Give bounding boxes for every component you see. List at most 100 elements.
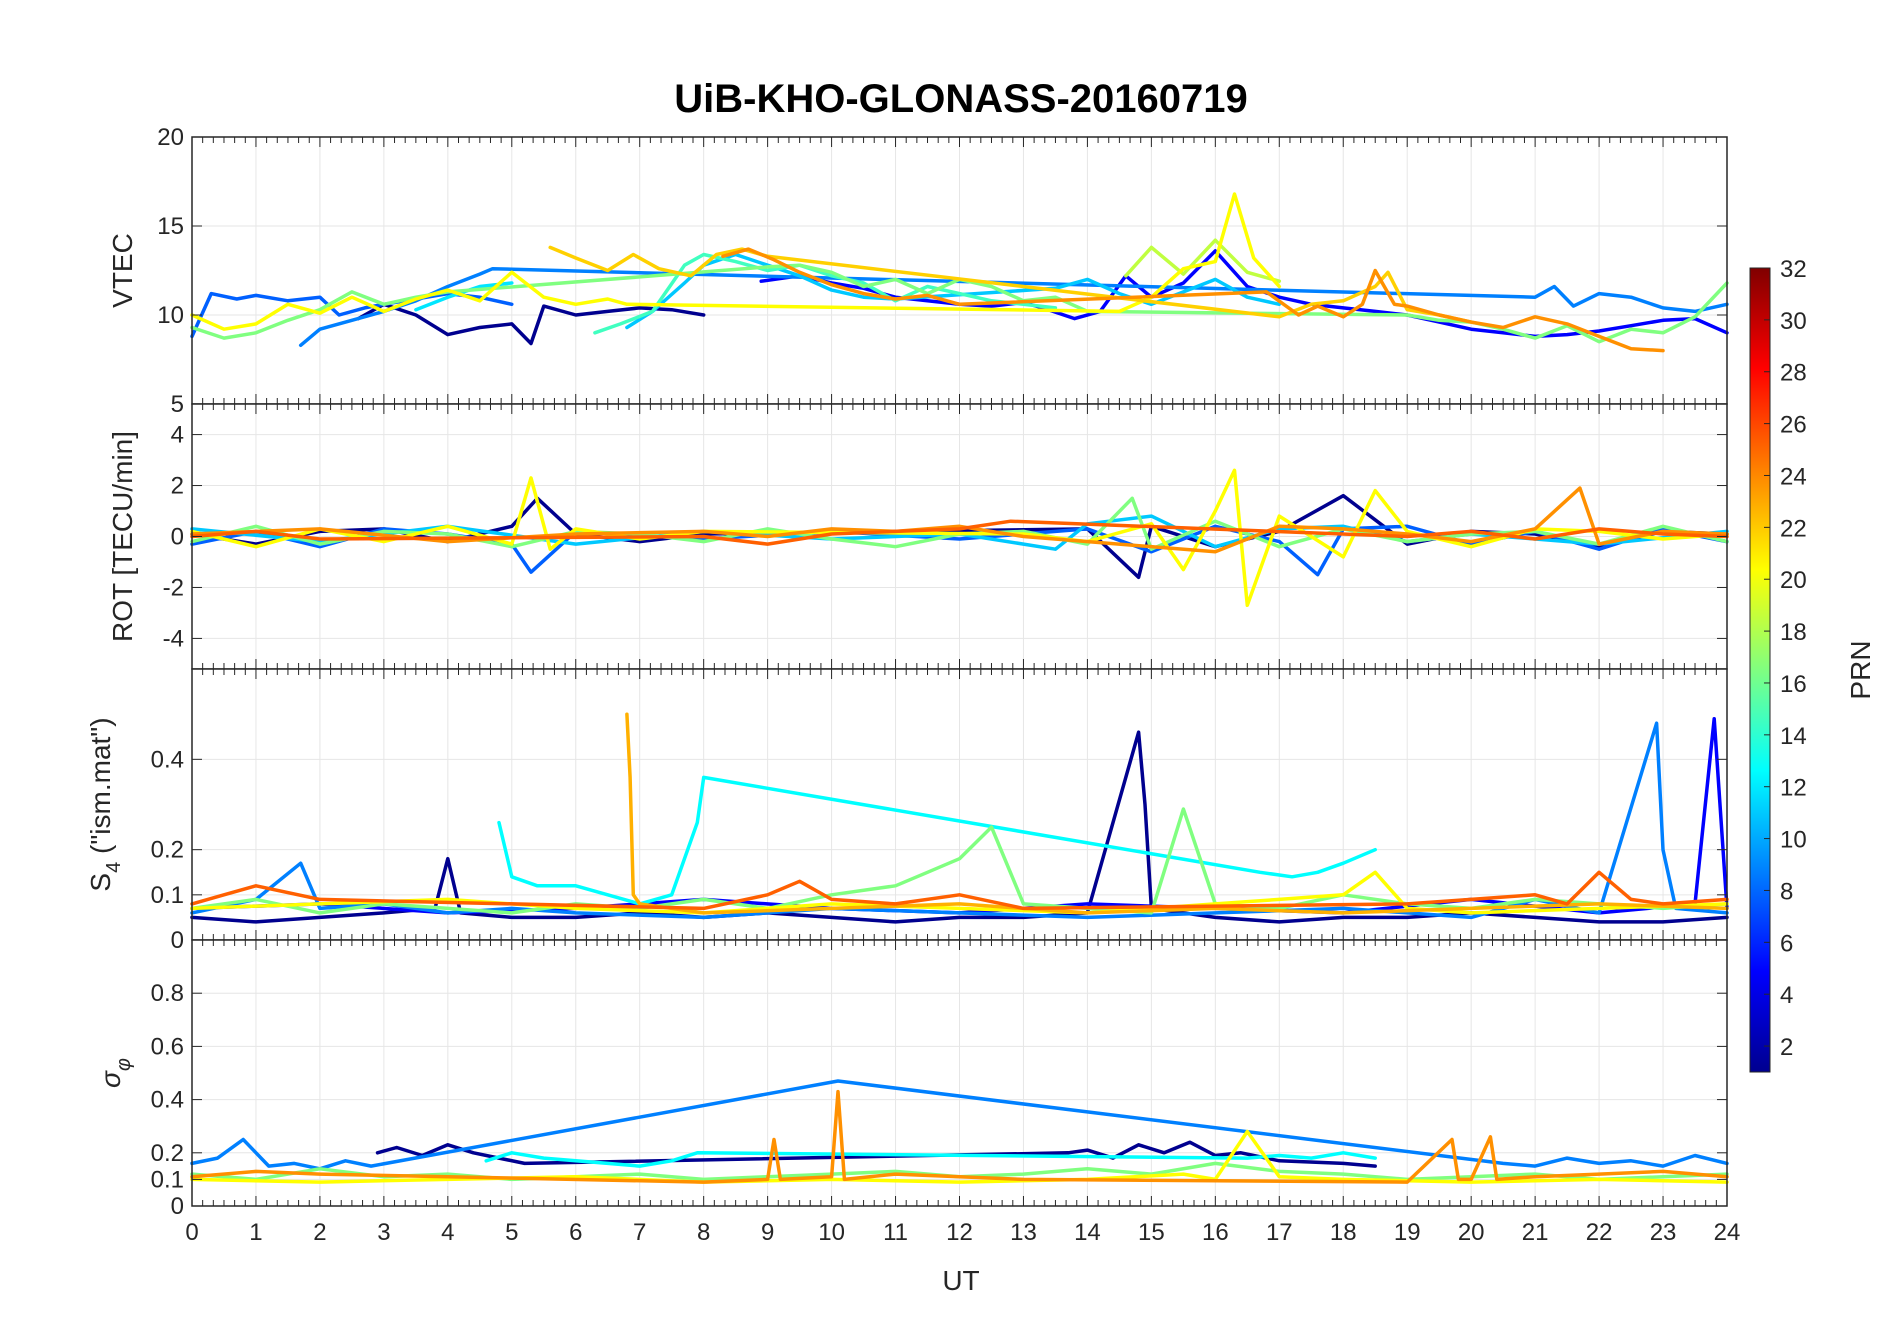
y-tick-label: 0.1 xyxy=(151,1166,184,1193)
x-tick-label: 24 xyxy=(1714,1219,1741,1246)
y-tick-label: 0.4 xyxy=(151,1087,184,1114)
colorbar-tick-label: 6 xyxy=(1780,930,1793,957)
x-tick-label: 2 xyxy=(313,1219,326,1246)
colorbar-tick-label: 20 xyxy=(1780,567,1807,594)
colorbar-tick-label: 32 xyxy=(1780,256,1807,283)
y-tick-label: 4 xyxy=(171,422,184,449)
series-line-3 xyxy=(298,266,1729,348)
colorbar-tick-label: 18 xyxy=(1780,619,1807,646)
y-tick-label: 0.4 xyxy=(151,746,184,773)
y-tick-label: -2 xyxy=(163,574,184,601)
x-tick-label: 18 xyxy=(1330,1219,1357,1246)
series-line-0 xyxy=(375,1140,1377,1168)
x-ticks xyxy=(191,404,1728,669)
series-group xyxy=(190,192,1729,353)
x-tick-label: 11 xyxy=(883,1219,908,1246)
x-tick-label: 9 xyxy=(761,1219,774,1246)
y-tick-label: 10 xyxy=(157,302,184,329)
series-line-8 xyxy=(1124,238,1282,283)
colorbar-tick-label: 28 xyxy=(1780,360,1807,387)
y-tick-label: 0.6 xyxy=(151,1033,184,1060)
y-axis-label-subscript: φ xyxy=(113,1058,135,1071)
y-tick-label: 15 xyxy=(157,213,184,240)
series-line-2 xyxy=(190,721,1729,920)
x-tick-label: 17 xyxy=(1266,1219,1293,1246)
series-line-9 xyxy=(190,192,1282,331)
x-tick-label: 21 xyxy=(1522,1219,1549,1246)
series-line-3 xyxy=(497,775,1377,906)
y-tick-label: 0 xyxy=(171,524,184,551)
chart-title: UiB-KHO-GLONASS-20160719 xyxy=(674,77,1248,121)
x-tick-label: 1 xyxy=(249,1219,262,1246)
x-tick-label: 3 xyxy=(377,1219,390,1246)
x-tick-label: 0 xyxy=(185,1219,198,1246)
y-axis-label: ROT [TECU/min] xyxy=(107,431,138,642)
series-line-2 xyxy=(484,1151,1377,1168)
colorbar-bar xyxy=(1749,267,1771,1073)
x-axis: 0 1 2 3 4 5 6 7 8 9 10 11 12 13 14 15 16 17 18 19 20 21 22 23 24 xyxy=(185,1219,1740,1246)
series-line-4 xyxy=(190,807,1729,915)
x-tick-label: 7 xyxy=(633,1219,646,1246)
x-tick-label: 8 xyxy=(697,1219,710,1246)
x-tick-label: 15 xyxy=(1138,1219,1165,1246)
y-tick-label: 0.2 xyxy=(151,837,184,864)
colorbar-tick-label: 2 xyxy=(1780,1034,1793,1061)
colorbar-tick-label: 30 xyxy=(1780,308,1807,335)
x-tick-label: 20 xyxy=(1458,1219,1485,1246)
colorbar-tick-label: 10 xyxy=(1780,827,1807,854)
y-axis-label-subscript: 4 xyxy=(103,862,125,873)
colorbar-tick-label: 4 xyxy=(1780,982,1793,1009)
y-axis-label: S4 ("ism.mat") xyxy=(85,717,125,891)
x-tick-label: 13 xyxy=(1010,1219,1037,1246)
x-tick-label: 14 xyxy=(1074,1219,1101,1246)
y-tick-label: -4 xyxy=(163,625,184,652)
colorbar-tick-label: 8 xyxy=(1780,878,1793,905)
y-axis-label: VTEC xyxy=(107,233,138,308)
series-line-6 xyxy=(625,712,1729,915)
y-axis: 5 10 15 20 xyxy=(157,124,1727,418)
series-line-1 xyxy=(759,249,1729,339)
y-axis: 00.10.2 0.4 0.6 0.8 xyxy=(151,980,1727,1220)
panel-s4: 0 0.1 0.2 0.4 S4 ("ism.mat") xyxy=(85,668,1729,954)
axes-frame xyxy=(191,939,1728,1207)
series-line-4 xyxy=(190,468,1729,608)
x-tick-label: 4 xyxy=(441,1219,454,1246)
series-line-7 xyxy=(190,870,1729,911)
y-tick-label: 5 xyxy=(171,391,184,418)
y-tick-label: 20 xyxy=(157,124,184,151)
x-ticks xyxy=(191,940,1728,1206)
x-tick-label: 19 xyxy=(1394,1219,1421,1246)
x-tick-label: 23 xyxy=(1650,1219,1677,1246)
series-line-1 xyxy=(190,1079,1729,1171)
y-axis: 0 0.1 0.2 0.4 xyxy=(151,746,1727,954)
series-line-5 xyxy=(190,1089,1729,1184)
x-tick-label: 22 xyxy=(1586,1219,1613,1246)
colorbar-tick-label: 26 xyxy=(1780,412,1807,439)
x-ticks xyxy=(191,137,1728,404)
x-tick-label: 6 xyxy=(569,1219,582,1246)
colorbar-tick-label: 22 xyxy=(1780,515,1807,542)
series-line-6 xyxy=(190,519,1729,546)
y-axis: -4 -2 0 2 4 xyxy=(163,422,1727,652)
y-tick-label: 0 xyxy=(171,927,184,954)
colorbar-tick-label: 24 xyxy=(1780,463,1807,490)
y-tick-label: 0.2 xyxy=(151,1140,184,1167)
x-tick-label: 16 xyxy=(1202,1219,1229,1246)
y-axis-label-rest: ("ism.mat") xyxy=(85,717,116,861)
colorbar-tick-label: 12 xyxy=(1780,775,1807,802)
panel-vtec: 5 10 15 20 VTEC xyxy=(107,124,1729,418)
series-line-0 xyxy=(356,302,706,346)
panel-rot: -4 -2 0 2 4 ROT [TECU/min] xyxy=(107,403,1729,670)
x-tick-label: 10 xyxy=(818,1219,845,1246)
series-group xyxy=(190,1079,1729,1184)
y-tick-label: 0 xyxy=(171,1193,184,1220)
y-tick-label: 2 xyxy=(171,473,184,500)
y-tick-label: 0.1 xyxy=(151,882,184,909)
series-group xyxy=(190,468,1729,608)
x-tick-label: 5 xyxy=(505,1219,518,1246)
series-line-11 xyxy=(721,247,1665,353)
y-axis-label: σφ xyxy=(95,1058,135,1088)
